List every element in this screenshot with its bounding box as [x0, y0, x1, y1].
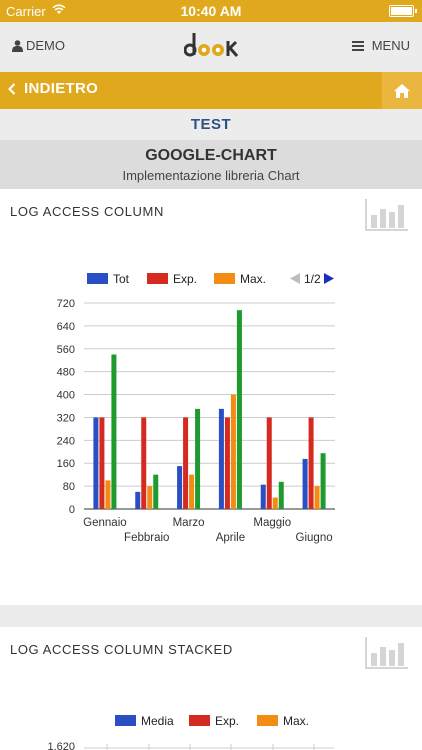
x-tick-label: Giugno — [296, 532, 333, 544]
legend-label-media: Media — [141, 714, 174, 728]
bar — [93, 417, 99, 509]
top-bar: DEMO MENU — [0, 22, 422, 72]
y-tick-label: 640 — [57, 321, 75, 333]
battery-icon — [389, 5, 417, 17]
carrier-label: Carrier — [6, 4, 46, 19]
wifi-icon — [52, 3, 66, 18]
column-chart: Tot Exp. Max. 1/2 0 80 160 240 320 400 480 560 6… — [57, 272, 335, 544]
y-tick-label: 480 — [57, 367, 75, 379]
x-tick-label: Gennaio — [83, 517, 126, 529]
y-tick-label: 1.620 — [47, 741, 75, 750]
y-tick-label: 400 — [57, 390, 75, 402]
legend-swatch-max — [214, 273, 235, 284]
legend-label-exp: Exp. — [215, 714, 239, 728]
bar — [99, 417, 105, 509]
chevron-left-icon — [8, 82, 16, 95]
hamburger-icon — [351, 40, 364, 51]
legend-swatch-max — [257, 715, 278, 726]
bar — [153, 474, 159, 509]
bar-chart-icon — [364, 197, 410, 238]
bar — [272, 497, 278, 509]
chart-card-column: LOG ACCESS COLUMN Tot Exp. Max. 1/2 0 80 1… — [0, 189, 422, 605]
y-tick-label: 720 — [57, 298, 75, 310]
x-tick-label: Febbraio — [124, 532, 169, 544]
y-tick-label: 80 — [63, 481, 75, 493]
bar — [314, 486, 320, 509]
home-icon — [394, 83, 410, 98]
y-tick-label: 320 — [57, 412, 75, 424]
back-bar: INDIETRO — [0, 72, 422, 109]
legend-swatch-exp — [147, 273, 168, 284]
bar — [320, 453, 326, 509]
page-header: GOOGLE-CHART Implementazione libreria Ch… — [0, 140, 422, 189]
legend-next-arrow-icon[interactable] — [324, 273, 334, 284]
stacked-column-chart: Media Exp. Max. 1.620 — [47, 714, 334, 750]
legend-label-tot: Tot — [113, 272, 130, 286]
legend-label-exp: Exp. — [173, 272, 197, 286]
bar — [195, 408, 201, 509]
x-tick-label: Marzo — [173, 517, 205, 529]
bar — [266, 417, 272, 509]
y-tick-label: 160 — [57, 458, 75, 470]
bar — [308, 417, 314, 509]
bar — [230, 394, 236, 509]
x-tick-label: Aprile — [216, 532, 245, 544]
bar — [278, 481, 284, 509]
bar — [141, 417, 147, 509]
legend-label-max: Max. — [283, 714, 309, 728]
demo-user-button[interactable]: DEMO — [12, 38, 65, 53]
bar-chart-icon — [364, 635, 410, 676]
demo-label: DEMO — [26, 38, 65, 53]
bar — [260, 484, 266, 509]
dook-logo[interactable] — [183, 31, 240, 61]
bar — [189, 474, 195, 509]
bar — [147, 486, 153, 509]
section-label: TEST — [0, 109, 422, 140]
menu-label: MENU — [371, 38, 410, 53]
legend-swatch-exp — [189, 715, 210, 726]
legend-swatch-media — [115, 715, 136, 726]
y-tick-label: 240 — [57, 435, 75, 447]
bar — [236, 310, 242, 509]
legend-page-indicator: 1/2 — [304, 272, 321, 286]
legend-prev-arrow-icon[interactable] — [290, 273, 300, 284]
clock: 10:40 AM — [180, 3, 242, 19]
bar — [183, 417, 189, 509]
chart-card-title: LOG ACCESS COLUMN STACKED — [10, 642, 233, 657]
bar — [111, 354, 117, 509]
y-tick-label: 560 — [57, 344, 75, 356]
page-title: GOOGLE-CHART — [145, 147, 277, 164]
home-button[interactable] — [382, 72, 422, 109]
page-subtitle: Implementazione libreria Chart — [122, 168, 300, 183]
bar — [224, 417, 230, 509]
bar — [135, 491, 141, 509]
bar — [105, 480, 111, 509]
chart-card-title: LOG ACCESS COLUMN — [10, 204, 164, 219]
y-tick-label: 0 — [69, 504, 75, 516]
bar — [218, 408, 224, 509]
legend-swatch-tot — [87, 273, 108, 284]
back-button[interactable]: INDIETRO — [8, 80, 98, 97]
user-icon — [12, 39, 23, 52]
x-tick-label: Maggio — [253, 517, 291, 529]
bar — [177, 466, 183, 509]
legend-label-max: Max. — [240, 272, 266, 286]
back-label: INDIETRO — [24, 80, 99, 97]
bar — [302, 458, 308, 509]
status-bar: Carrier 10:40 AM — [0, 0, 422, 22]
chart-card-stacked: LOG ACCESS COLUMN STACKED Media Exp. Max… — [0, 627, 422, 750]
menu-button[interactable]: MENU — [351, 38, 410, 53]
